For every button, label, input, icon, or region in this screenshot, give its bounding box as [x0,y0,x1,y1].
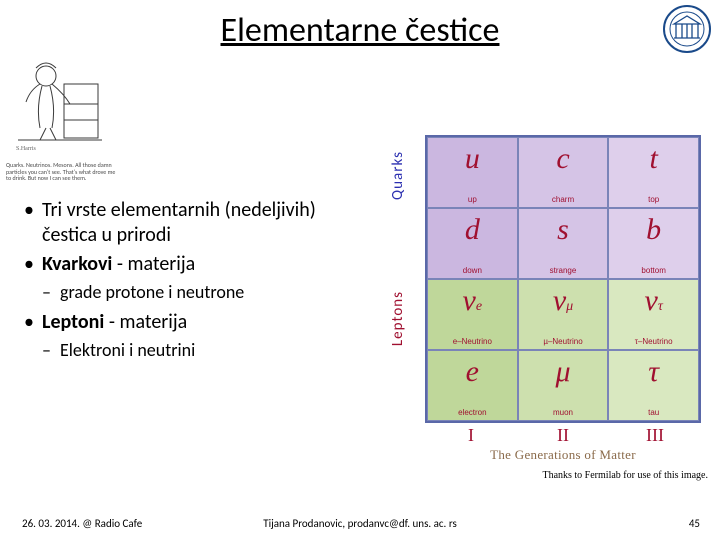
particle-symbol: s [519,213,608,247]
particle-label: e–Neutrino [428,337,517,346]
particle-cell: ντ τ–Neutrino [608,279,699,350]
bullet-level2: Elektroni i neutrini [24,339,374,362]
footer-author: Tijana Prodanovic, prodanvc@df. uns. ac.… [0,517,720,530]
particle-cell: c charm [518,137,609,208]
slide-title: Elementarne čestice [0,10,720,51]
generation-numerals: I II III [425,425,701,446]
particle-label: electron [428,408,517,417]
bullet-list: Tri vrste elementarnih (nedeljivih) čest… [24,198,374,367]
particle-label: charm [519,195,608,204]
footer-page-number: 45 [689,517,700,530]
row-label-quarks: Quarks [385,151,411,271]
particle-label: τ–Neutrino [609,337,698,346]
particle-symbol: νe [428,284,517,318]
particle-symbol: u [428,142,517,176]
bullet-level1: Kvarkovi - materija [24,252,374,277]
particle-grid: u up c charm t top d down s strange b bottom νe e–Neu… [425,135,701,423]
particle-cell: μ muon [518,350,609,421]
particle-cell: τ tau [608,350,699,421]
particle-chart: Quarks Leptons u up c charm t top d down s strang… [385,135,705,465]
particle-symbol: ντ [609,284,698,318]
particle-label: strange [519,266,608,275]
particle-symbol: b [609,213,698,247]
particle-symbol: c [519,142,608,176]
particle-cell: s strange [518,208,609,279]
svg-text:S.Harris: S.Harris [16,146,36,152]
bullet-level1: Tri vrste elementarnih (nedeljivih) čest… [24,198,374,248]
particle-label: up [428,195,517,204]
particle-label: down [428,266,517,275]
cartoon-caption: Quarks. Neutrinos. Mesons. All those dam… [6,162,116,182]
particle-label: bottom [609,266,698,275]
particle-cell: u up [427,137,518,208]
bullet-level1: Leptoni - materija [24,310,374,335]
particle-label: top [609,195,698,204]
particle-cell: b bottom [608,208,699,279]
university-logo-icon [662,4,712,54]
particle-cell: νe e–Neutrino [427,279,518,350]
particle-symbol: d [428,213,517,247]
generation-title: The Generations of Matter [425,447,701,463]
particle-label: µ–Neutrino [519,337,608,346]
particle-label: tau [609,408,698,417]
particle-symbol: τ [609,355,698,389]
particle-symbol: t [609,142,698,176]
particle-cell: t top [608,137,699,208]
particle-cell: νμ µ–Neutrino [518,279,609,350]
particle-symbol: νμ [519,284,608,318]
particle-symbol: μ [519,355,608,389]
particle-symbol: e [428,355,517,389]
particle-cell: e electron [427,350,518,421]
image-credit: Thanks to Fermilab for use of this image… [542,470,708,481]
bullet-level2: grade protone i neutrone [24,281,374,304]
particle-cell: d down [427,208,518,279]
particle-label: muon [519,408,608,417]
row-label-leptons: Leptons [385,291,411,411]
